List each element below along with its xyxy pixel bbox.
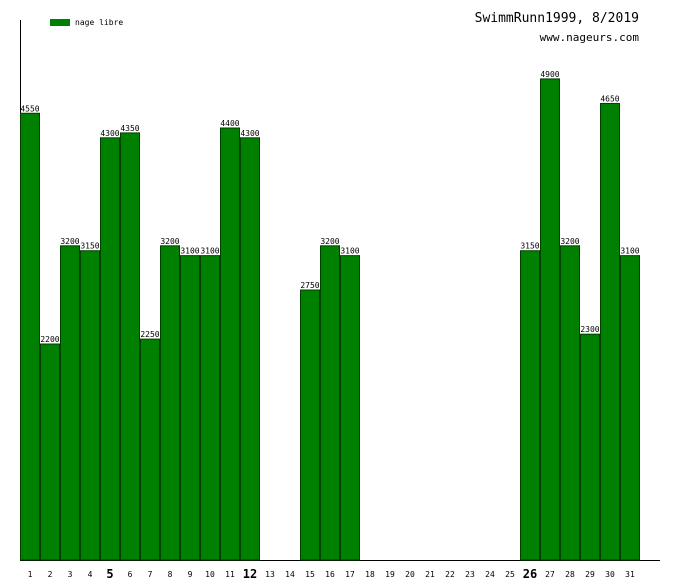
value-label: 4300 <box>100 129 119 138</box>
chart-subtitle: www.nageurs.com <box>540 31 640 44</box>
x-tick-label: 11 <box>225 570 235 579</box>
chart-title: SwimmRunn1999, 8/2019 <box>475 11 639 26</box>
x-tick-label: 23 <box>465 570 475 579</box>
x-tick-label: 1 <box>28 570 33 579</box>
value-label: 3100 <box>620 247 639 256</box>
x-tick-label: 17 <box>345 570 355 579</box>
bar <box>180 255 200 561</box>
value-label: 2250 <box>140 330 159 339</box>
value-label: 4650 <box>600 94 619 103</box>
bar <box>540 78 560 561</box>
x-tick-label: 12 <box>243 567 257 580</box>
x-tick-label: 4 <box>88 570 93 579</box>
bar <box>160 245 180 561</box>
x-tick-label: 22 <box>445 570 455 579</box>
bar <box>600 102 620 561</box>
x-tick-label: 3 <box>68 570 73 579</box>
value-label: 3200 <box>60 237 79 246</box>
x-tick-label: 10 <box>205 570 215 579</box>
value-label: 4350 <box>120 124 139 133</box>
legend-swatch <box>50 19 70 26</box>
x-tick-label: 27 <box>545 570 555 579</box>
bar <box>300 289 320 561</box>
x-tick-label: 28 <box>565 570 575 579</box>
x-tick-label: 6 <box>128 570 133 579</box>
value-label: 3150 <box>520 242 539 251</box>
bar <box>100 137 120 561</box>
bar <box>200 255 220 561</box>
bar <box>320 245 340 561</box>
value-label: 3200 <box>560 237 579 246</box>
bar <box>240 137 260 561</box>
value-label: 3100 <box>200 247 219 256</box>
x-tick-label: 16 <box>325 570 335 579</box>
value-label: 2300 <box>580 325 599 334</box>
x-tick-label: 18 <box>365 570 375 579</box>
x-tick-label: 24 <box>485 570 495 579</box>
value-label: 3200 <box>320 237 339 246</box>
value-label: 4400 <box>220 119 239 128</box>
value-label: 2750 <box>300 281 319 290</box>
x-tick-label: 30 <box>605 570 615 579</box>
bar <box>140 338 160 561</box>
bar <box>220 127 240 561</box>
bar <box>580 333 600 561</box>
bar <box>60 245 80 561</box>
x-tick-label: 8 <box>168 570 173 579</box>
x-tick-label: 14 <box>285 570 295 579</box>
bar <box>340 255 360 561</box>
value-label: 4550 <box>20 104 39 113</box>
x-tick-label: 20 <box>405 570 415 579</box>
value-label: 3100 <box>180 247 199 256</box>
x-tick-label: 25 <box>505 570 515 579</box>
x-tick-label: 31 <box>625 570 635 579</box>
x-tick-label: 29 <box>585 570 595 579</box>
x-tick-label: 21 <box>425 570 435 579</box>
value-label: 3200 <box>160 237 179 246</box>
bar <box>120 132 140 561</box>
x-tick-label: 5 <box>106 567 113 580</box>
bar <box>560 245 580 561</box>
value-label: 4300 <box>240 129 259 138</box>
bar <box>620 255 640 561</box>
legend-label: nage libre <box>75 18 123 27</box>
value-label: 4900 <box>540 70 559 79</box>
bar <box>40 343 60 561</box>
bar <box>520 250 540 561</box>
x-tick-label: 7 <box>148 570 153 579</box>
x-tick-label: 2 <box>48 570 53 579</box>
x-tick-label: 26 <box>523 567 537 580</box>
x-tick-label: 15 <box>305 570 315 579</box>
value-label: 2200 <box>40 335 59 344</box>
x-tick-label: 9 <box>188 570 193 579</box>
value-label: 3150 <box>80 242 99 251</box>
value-label: 3100 <box>340 247 359 256</box>
x-tick-label: 13 <box>265 570 275 579</box>
bar <box>20 112 40 561</box>
bar <box>80 250 100 561</box>
x-tick-label: 19 <box>385 570 395 579</box>
